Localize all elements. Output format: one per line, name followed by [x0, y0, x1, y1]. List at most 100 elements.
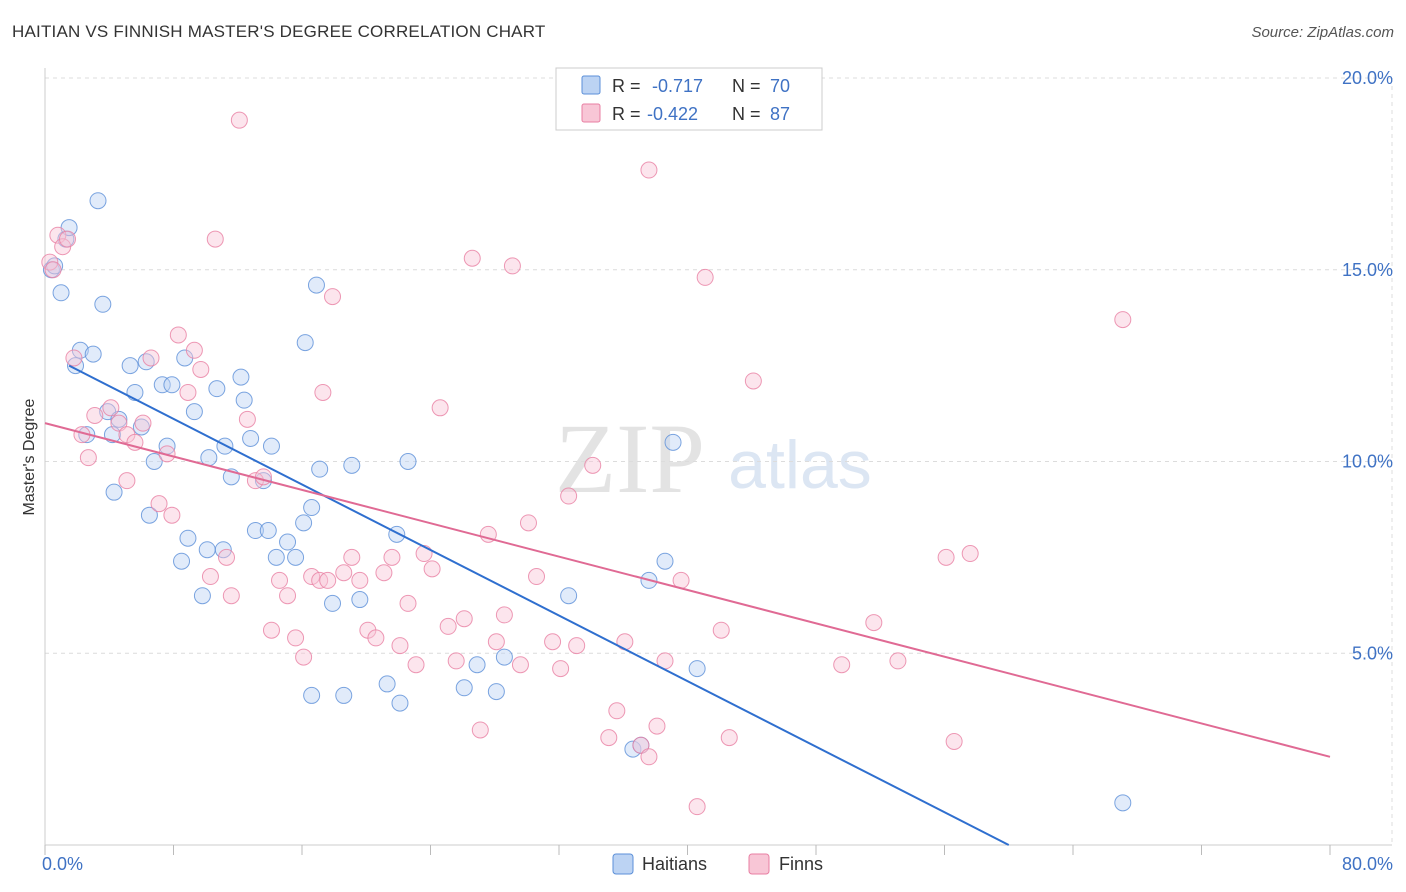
point-finns-86 [945, 732, 963, 750]
point-haitians-34 [179, 529, 197, 547]
point-finns-22 [192, 360, 210, 378]
legend-swatch-haitians [581, 75, 601, 95]
point-finns-34 [303, 568, 321, 586]
point-finns-74 [648, 717, 666, 735]
chart-title: HAITIAN VS FINNISH MASTER'S DEGREE CORRE… [12, 22, 546, 41]
point-finns-41 [351, 571, 369, 589]
point-haitians-47 [324, 594, 342, 612]
legend-bottom-label-haitians: Haitians [642, 854, 707, 874]
point-haitians-62 [495, 648, 513, 666]
gridlines [45, 77, 1393, 845]
point-haitians-42 [279, 533, 297, 551]
point-finns-48 [407, 656, 425, 674]
point-finns-80 [720, 729, 738, 747]
source-label: Source: ZipAtlas.com [1251, 24, 1394, 41]
point-finns-90 [230, 111, 248, 129]
point-finns-47 [399, 594, 417, 612]
point-haitians-25 [208, 380, 226, 398]
point-finns-21 [185, 341, 203, 359]
trend-layer [44, 364, 1331, 846]
point-haitians-70 [1114, 794, 1132, 812]
point-finns-25 [222, 587, 240, 605]
point-haitians-28 [235, 391, 253, 409]
point-haitians-39 [246, 522, 264, 540]
point-finns-7 [86, 406, 104, 424]
point-haitians-69 [688, 660, 706, 678]
point-finns-73 [640, 748, 658, 766]
point-haitians-61 [487, 683, 505, 701]
point-finns-39 [335, 564, 353, 582]
point-finns-53 [447, 652, 465, 670]
point-finns-33 [295, 648, 313, 666]
legend-bottom-swatch-finns [748, 853, 770, 875]
point-finns-20 [179, 383, 197, 401]
point-haitians-46 [311, 460, 329, 478]
point-finns-55 [463, 249, 481, 267]
point-finns-89 [206, 230, 224, 248]
trendline-haitians [68, 364, 1010, 846]
point-finns-77 [688, 798, 706, 816]
point-finns-15 [142, 349, 160, 367]
point-finns-81 [744, 372, 762, 390]
y-tick-label-1: 10.0% [1342, 452, 1393, 472]
point-finns-63 [528, 568, 546, 586]
point-haitians-23 [185, 403, 203, 421]
point-finns-54 [455, 610, 473, 628]
legend-n-value-finns: 87 [770, 104, 790, 124]
y-tick-label-2: 15.0% [1342, 260, 1393, 280]
point-finns-64 [544, 633, 562, 651]
point-haitians-2 [52, 284, 70, 302]
point-haitians-49 [351, 591, 369, 609]
point-haitians-13 [110, 410, 128, 428]
point-finns-67 [568, 637, 586, 655]
x-tick-label-1: 80.0% [1342, 854, 1393, 874]
point-haitians-41 [267, 548, 285, 566]
watermark: ZIP atlas [555, 403, 872, 514]
point-haitians-53 [388, 525, 406, 543]
point-finns-58 [487, 633, 505, 651]
point-haitians-54 [399, 453, 417, 470]
legend-swatch-finns [581, 103, 601, 123]
point-haitians-57 [335, 686, 353, 704]
point-finns-60 [503, 257, 521, 275]
point-haitians-55 [391, 694, 409, 712]
point-finns-29 [262, 621, 280, 639]
point-haitians-68 [664, 433, 682, 451]
point-finns-8 [79, 449, 97, 467]
point-haitians-35 [193, 587, 211, 605]
x-tick-labels: 0.0% 80.0% [42, 854, 1393, 874]
point-finns-26 [238, 410, 256, 428]
point-finns-78 [696, 268, 714, 286]
point-haitians-51 [307, 276, 325, 294]
legend-r-label-finns: R = [612, 104, 641, 124]
legend-r-value-finns: -0.422 [647, 104, 698, 124]
point-haitians-9 [94, 295, 112, 313]
point-haitians-58 [303, 686, 321, 704]
point-finns-10 [110, 414, 128, 432]
point-finns-56 [471, 721, 489, 739]
correlation-legend: R = -0.717 N = 70 R = -0.422 N = 87 [555, 67, 823, 131]
point-haitians-19 [163, 376, 181, 394]
watermark-zip: ZIP [555, 403, 705, 514]
point-finns-16 [150, 495, 168, 513]
point-haitians-67 [656, 552, 674, 570]
point-finns-91 [640, 161, 658, 179]
point-finns-1 [44, 261, 62, 279]
series-legend: Haitians Finns [612, 853, 823, 875]
y-axis-label: Master's Degree [21, 398, 38, 515]
point-haitians-18 [153, 376, 171, 394]
point-finns-49 [415, 545, 433, 563]
point-finns-79 [712, 621, 730, 639]
point-haitians-8 [84, 345, 102, 363]
point-finns-46 [391, 637, 409, 655]
point-haitians-59 [455, 679, 473, 697]
point-haitians-33 [173, 552, 191, 570]
point-finns-32 [287, 629, 305, 647]
point-haitians-5 [89, 192, 107, 210]
point-finns-4 [58, 230, 76, 248]
point-finns-88 [1114, 311, 1132, 329]
legend-r-value-haitians: -0.717 [652, 76, 703, 96]
point-haitians-30 [262, 437, 280, 455]
point-finns-70 [608, 702, 626, 720]
